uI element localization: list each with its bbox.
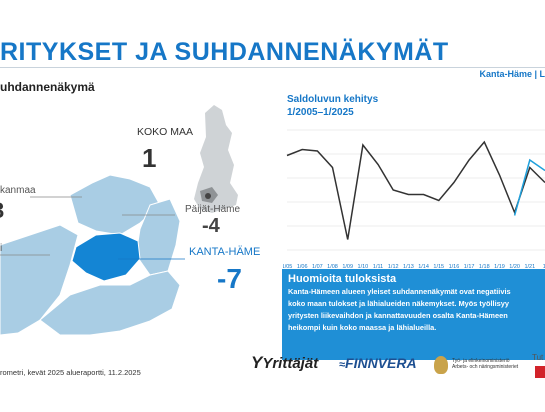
region-shape-west [0, 224, 79, 336]
chart-subtitle-text: 1/2005–1/2025 [287, 107, 354, 118]
yrittajat-y-icon: Y [251, 353, 263, 372]
region-label-left-2: i [0, 243, 3, 254]
x-tick-label: 1/07 [312, 264, 323, 270]
x-tick-label: 1/19 [494, 264, 505, 270]
results-note-box: Huomioita tuloksista Kanta-Hämeen alueen… [282, 269, 545, 360]
note-line: yritysten liikevaihdon ja kannattavuuden… [288, 311, 508, 320]
footer-tut-text: Tut [532, 353, 544, 362]
note-heading: Huomioita tuloksista [288, 273, 397, 285]
tem-crest-icon [434, 356, 448, 374]
chart-title: Saldoluvun kehitys 1/2005–1/2025 [287, 93, 378, 119]
x-tick-label: 1/ [543, 264, 545, 270]
red-logo-mark [535, 366, 545, 378]
paijat-hame-label: Päijät-Häme [185, 204, 241, 215]
divider [0, 67, 545, 68]
footer-source: rometri, kevät 2025 alueraportti, 11.2.2… [0, 368, 141, 377]
logo-finnvera: ≈FINNVERA [339, 355, 417, 371]
x-tick-label: 1/11 [373, 264, 383, 270]
region-label-left-1: kanmaa [0, 185, 36, 196]
x-tick-label: 1/14 [418, 264, 429, 270]
x-tick-label: 1/12 [388, 264, 399, 270]
kanta-hame-label: KANTA-HÄME [189, 246, 261, 258]
x-tick-label: 1/08 [327, 264, 338, 270]
paijat-hame-value: -4 [202, 215, 220, 237]
region-shape-kanta-hame [71, 232, 141, 282]
finnvera-arrow-icon: ≈ [339, 359, 346, 371]
x-tick-label: 1/17 [464, 264, 475, 270]
line-chart: 1/05 1/06 1/07 1/08 1/09 1/10 1/11 1/12 1/13 1/14… [283, 129, 545, 270]
x-tick-label: 1/09 [342, 264, 353, 270]
page-title: RITYKSET JA SUHDANNENÄKYMÄT [0, 38, 449, 66]
region-value-left-1: 3 [0, 198, 4, 224]
x-tick-label: 1/18 [479, 264, 490, 270]
kanta-hame-value: -7 [217, 263, 242, 294]
chart-title-text: Saldoluvun kehitys [287, 94, 379, 105]
note-line: Kanta-Hämeen alueen yleiset suhdannenäky… [288, 287, 511, 296]
finland-map-icon [194, 105, 238, 213]
koko-maa-value: 1 [142, 143, 157, 173]
region-map [0, 105, 238, 336]
x-tick-label: 1/10 [358, 264, 369, 270]
region-shape-south [39, 270, 181, 336]
x-tick-label: 1/21 [524, 264, 535, 270]
x-tick-label: 1/20 [509, 264, 520, 270]
chart-series-line [513, 158, 545, 216]
chart-series-line [286, 140, 545, 240]
x-tick-label: 1/05 [283, 264, 292, 270]
x-tick-label: 1/13 [403, 264, 414, 270]
koko-maa-label: KOKO MAA [137, 126, 194, 138]
section-subtitle: uhdannenäkymä [0, 80, 95, 94]
logo-yrittajat: YYrittäjät [251, 353, 319, 372]
x-tick-label: 1/16 [449, 264, 460, 270]
x-tick-label: 1/06 [297, 264, 308, 270]
note-line: heikompi kuin koko maassa ja lähialueill… [288, 323, 437, 332]
note-line: koko maan tulokset ja lähialueiden näkem… [288, 299, 509, 308]
region-tag: Kanta-Häme | L [479, 69, 545, 79]
x-tick-label: 1/15 [433, 264, 444, 270]
logo-tem: Työ- ja elinkeinoministeriö Arbets- och … [452, 358, 519, 370]
